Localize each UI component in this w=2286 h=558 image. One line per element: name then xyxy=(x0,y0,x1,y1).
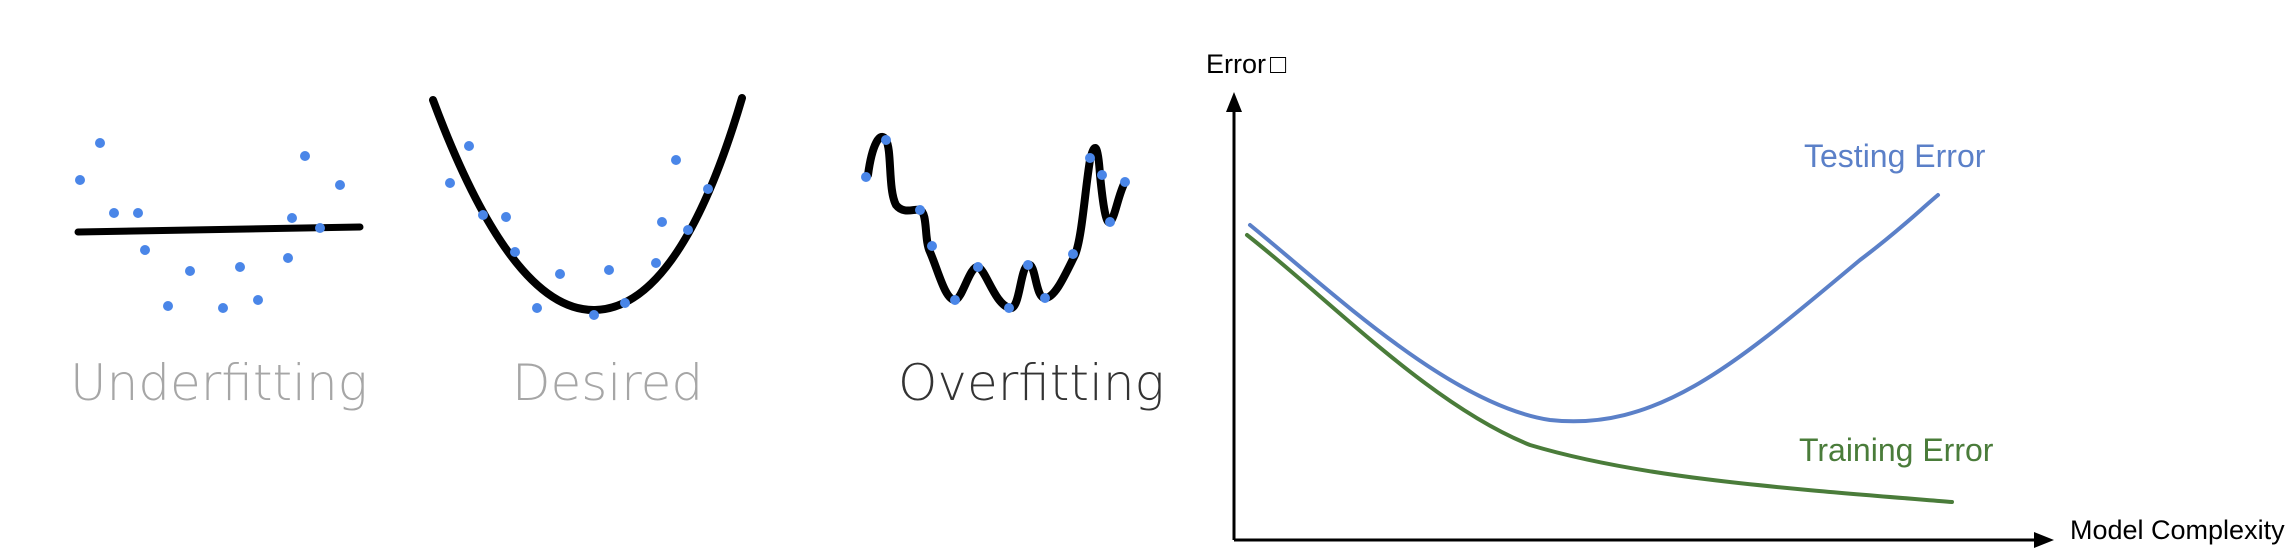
y-axis-marker: □ xyxy=(1270,49,1287,79)
data-point xyxy=(75,175,85,185)
data-point xyxy=(235,262,245,272)
data-point xyxy=(300,151,310,161)
data-point xyxy=(620,298,630,308)
overfitting-panel: Overfitting xyxy=(861,133,1165,412)
data-point xyxy=(671,155,681,165)
training-error-curve xyxy=(1245,233,1954,504)
overfitting-label: Overfitting xyxy=(898,354,1165,412)
underfitting-panel: Underfitting xyxy=(70,138,368,412)
data-point xyxy=(1068,249,1078,259)
data-point xyxy=(589,310,599,320)
x-axis-label: Model Complexity xyxy=(2070,515,2285,545)
data-point xyxy=(253,295,263,305)
y-axis-arrow xyxy=(1226,92,1242,112)
testing-error-label: Testing Error xyxy=(1804,138,1986,174)
desired-fit-curve xyxy=(429,94,746,315)
data-point xyxy=(1085,153,1095,163)
overfitting-points xyxy=(861,135,1130,313)
data-point xyxy=(973,262,983,272)
data-point xyxy=(163,301,173,311)
data-point xyxy=(335,180,345,190)
data-point xyxy=(532,303,542,313)
underfitting-label: Underfitting xyxy=(70,354,368,412)
data-point xyxy=(185,266,195,276)
data-point xyxy=(651,258,661,268)
desired-panel: Desired xyxy=(429,94,746,412)
data-point xyxy=(1040,293,1050,303)
data-point xyxy=(478,210,488,220)
data-point xyxy=(604,265,614,275)
data-point xyxy=(95,138,105,148)
data-point xyxy=(861,172,871,182)
data-point xyxy=(1105,217,1115,227)
data-point xyxy=(683,225,693,235)
data-point xyxy=(1004,303,1014,313)
data-point xyxy=(1097,170,1107,180)
x-axis-arrow xyxy=(2034,532,2054,548)
data-point xyxy=(703,184,713,194)
underfitting-points xyxy=(75,138,345,313)
data-point xyxy=(510,247,520,257)
data-point xyxy=(133,208,143,218)
testing-error-curve xyxy=(1248,193,1940,424)
data-point xyxy=(445,178,455,188)
data-point xyxy=(218,303,228,313)
error-chart: Error □ Model Complexity Testing Error T… xyxy=(1206,49,2285,548)
desired-points xyxy=(445,141,713,320)
desired-label: Desired xyxy=(512,354,703,412)
underfitting-fit-line xyxy=(74,223,364,236)
data-point xyxy=(657,217,667,227)
data-point xyxy=(287,213,297,223)
data-point xyxy=(555,269,565,279)
data-point xyxy=(283,253,293,263)
y-axis-label: Error xyxy=(1206,49,1266,79)
data-point xyxy=(1023,260,1033,270)
data-point xyxy=(881,135,891,145)
data-point xyxy=(1120,177,1130,187)
data-point xyxy=(315,223,325,233)
overfitting-fit-curve xyxy=(864,133,1129,312)
data-point xyxy=(464,141,474,151)
data-point xyxy=(915,205,925,215)
data-point xyxy=(109,208,119,218)
data-point xyxy=(501,212,511,222)
data-point xyxy=(950,295,960,305)
training-error-label: Training Error xyxy=(1799,432,1994,468)
data-point xyxy=(927,241,937,251)
data-point xyxy=(140,245,150,255)
